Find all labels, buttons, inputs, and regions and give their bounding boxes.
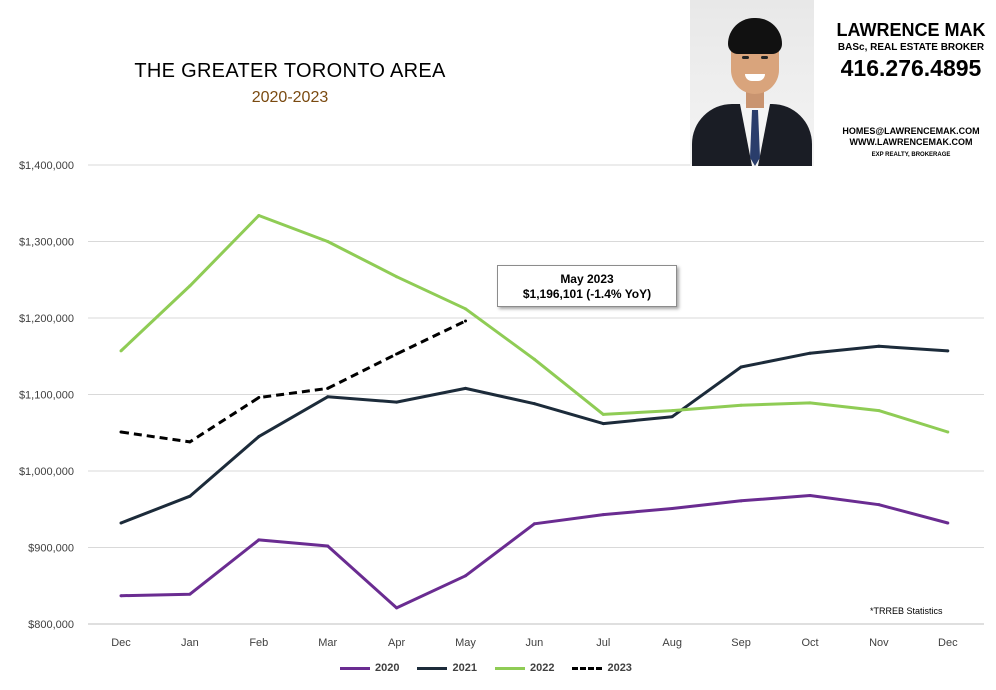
gridlines xyxy=(88,164,984,625)
y-tick-label: $1,000,000 xyxy=(19,466,74,478)
y-tick-label: $1,400,000 xyxy=(19,160,74,172)
data-point-2020 xyxy=(808,493,812,497)
data-point-2023 xyxy=(257,396,261,400)
data-point-2023 xyxy=(464,319,467,323)
agent-email: HOMES@LAWRENCEMAK.COM xyxy=(842,126,980,136)
data-point-2022 xyxy=(188,284,192,288)
data-point-2020 xyxy=(326,544,330,548)
data-point-2023 xyxy=(326,386,330,390)
data-point-2023 xyxy=(119,430,123,434)
x-tick-label: Oct xyxy=(801,637,818,649)
x-tick-label: Feb xyxy=(249,637,268,649)
legend-label-2022: 2022 xyxy=(529,662,555,674)
data-point-2020 xyxy=(119,594,123,598)
data-point-2020 xyxy=(257,538,261,542)
data-point-2023 xyxy=(395,352,399,356)
data-point-2021 xyxy=(119,521,123,525)
data-point-2021 xyxy=(257,435,261,439)
x-tick-label: Apr xyxy=(388,637,405,649)
y-tick-label: $1,200,000 xyxy=(19,313,74,325)
legend-label-2023: 2023 xyxy=(607,662,632,674)
data-point-2021 xyxy=(670,415,674,419)
x-tick-label: Jan xyxy=(181,637,199,649)
legend-swatch-2021 xyxy=(417,666,448,670)
agent-photo xyxy=(690,0,814,166)
data-point-2022 xyxy=(119,349,123,353)
agent-phone: 416.276.4895 xyxy=(840,55,982,81)
callout-value: $1,196,101 (-1.4% YoY) xyxy=(522,287,652,301)
data-point-2023 xyxy=(188,440,192,444)
data-point-2020 xyxy=(946,521,950,525)
source-note: *TRREB Statistics xyxy=(870,606,943,616)
data-point-2021 xyxy=(946,349,950,353)
legend-item-2021: 2021 xyxy=(417,660,477,676)
agent-name: LAWRENCE MAK xyxy=(836,20,986,40)
data-point-2021 xyxy=(877,344,881,348)
data-point-2022 xyxy=(257,213,261,217)
data-point-2022 xyxy=(670,409,674,413)
data-point-2021 xyxy=(808,351,812,355)
data-point-2022 xyxy=(395,275,399,279)
may-2023-callout: May 2023 $1,196,101 (-1.4% YoY) xyxy=(497,265,677,307)
agent-credentials: BASc, REAL ESTATE BROKER xyxy=(837,42,985,53)
y-tick-label: $900,000 xyxy=(28,543,74,555)
x-tick-label: Aug xyxy=(662,637,682,649)
x-tick-label: Jun xyxy=(526,637,544,649)
data-point-2020 xyxy=(877,503,881,507)
legend-item-2020: 2020 xyxy=(340,660,399,676)
data-point-2022 xyxy=(326,240,330,243)
agent-card: LAWRENCE MAK BASc, REAL ESTATE BROKER 41… xyxy=(690,0,996,166)
data-point-2022 xyxy=(877,409,881,413)
chart-subtitle: 2020-2023 xyxy=(251,89,329,106)
agent-brokerage: EXP REALTY, BROKERAGE xyxy=(871,152,951,158)
data-point-2021 xyxy=(739,365,743,369)
x-tick-label: Sep xyxy=(731,637,751,649)
series-lines xyxy=(119,213,950,610)
series-line-2020 xyxy=(120,494,949,610)
legend-swatch-2022 xyxy=(494,666,525,670)
x-tick-label: May xyxy=(455,637,476,649)
data-point-2021 xyxy=(188,494,192,498)
x-tick-label: Mar xyxy=(318,637,337,649)
x-tick-label: Jul xyxy=(596,637,610,649)
legend-item-2023: 2023 xyxy=(572,660,632,676)
data-point-2022 xyxy=(532,357,536,361)
legend: 2020 2021 2022 2023 xyxy=(340,660,632,676)
legend-swatch-2023 xyxy=(572,666,603,670)
data-point-2022 xyxy=(601,412,605,416)
legend-label-2020: 2020 xyxy=(375,662,400,674)
y-tick-label: $1,100,000 xyxy=(19,390,74,402)
data-point-2021 xyxy=(395,400,399,404)
data-point-2021 xyxy=(532,402,536,406)
x-tick-label: Dec xyxy=(938,637,958,649)
series-line-2022 xyxy=(119,214,949,434)
data-point-2020 xyxy=(395,606,399,610)
data-point-2021 xyxy=(326,395,330,399)
data-point-2022 xyxy=(808,401,812,405)
data-point-2021 xyxy=(601,422,605,426)
data-point-2020 xyxy=(188,592,192,596)
chart-title: THE GREATER TORONTO AREA xyxy=(134,60,446,82)
data-point-2020 xyxy=(532,522,536,526)
data-point-2020 xyxy=(670,506,674,510)
y-tick-label: $1,300,000 xyxy=(19,237,74,249)
data-point-2020 xyxy=(739,499,743,503)
data-point-2022 xyxy=(464,307,467,311)
axes: $800,000 $900,000 $1,000,000 $1,100,000 $1,2… xyxy=(19,160,958,649)
series-line-2023 xyxy=(120,319,467,444)
y-tick-label: $800,000 xyxy=(28,619,74,631)
data-point-2022 xyxy=(946,430,950,434)
data-point-2021 xyxy=(464,386,467,390)
x-tick-label: Dec xyxy=(111,637,131,649)
data-point-2020 xyxy=(464,574,467,578)
legend-item-2022: 2022 xyxy=(494,660,555,676)
legend-label-2021: 2021 xyxy=(452,662,477,674)
data-point-2020 xyxy=(601,513,605,517)
data-point-2022 xyxy=(739,403,743,407)
legend-swatch-2020 xyxy=(340,666,370,670)
x-tick-label: Nov xyxy=(869,637,889,649)
agent-website: WWW.LAWRENCEMAK.COM xyxy=(849,137,973,147)
callout-date: May 2023 xyxy=(560,272,614,286)
